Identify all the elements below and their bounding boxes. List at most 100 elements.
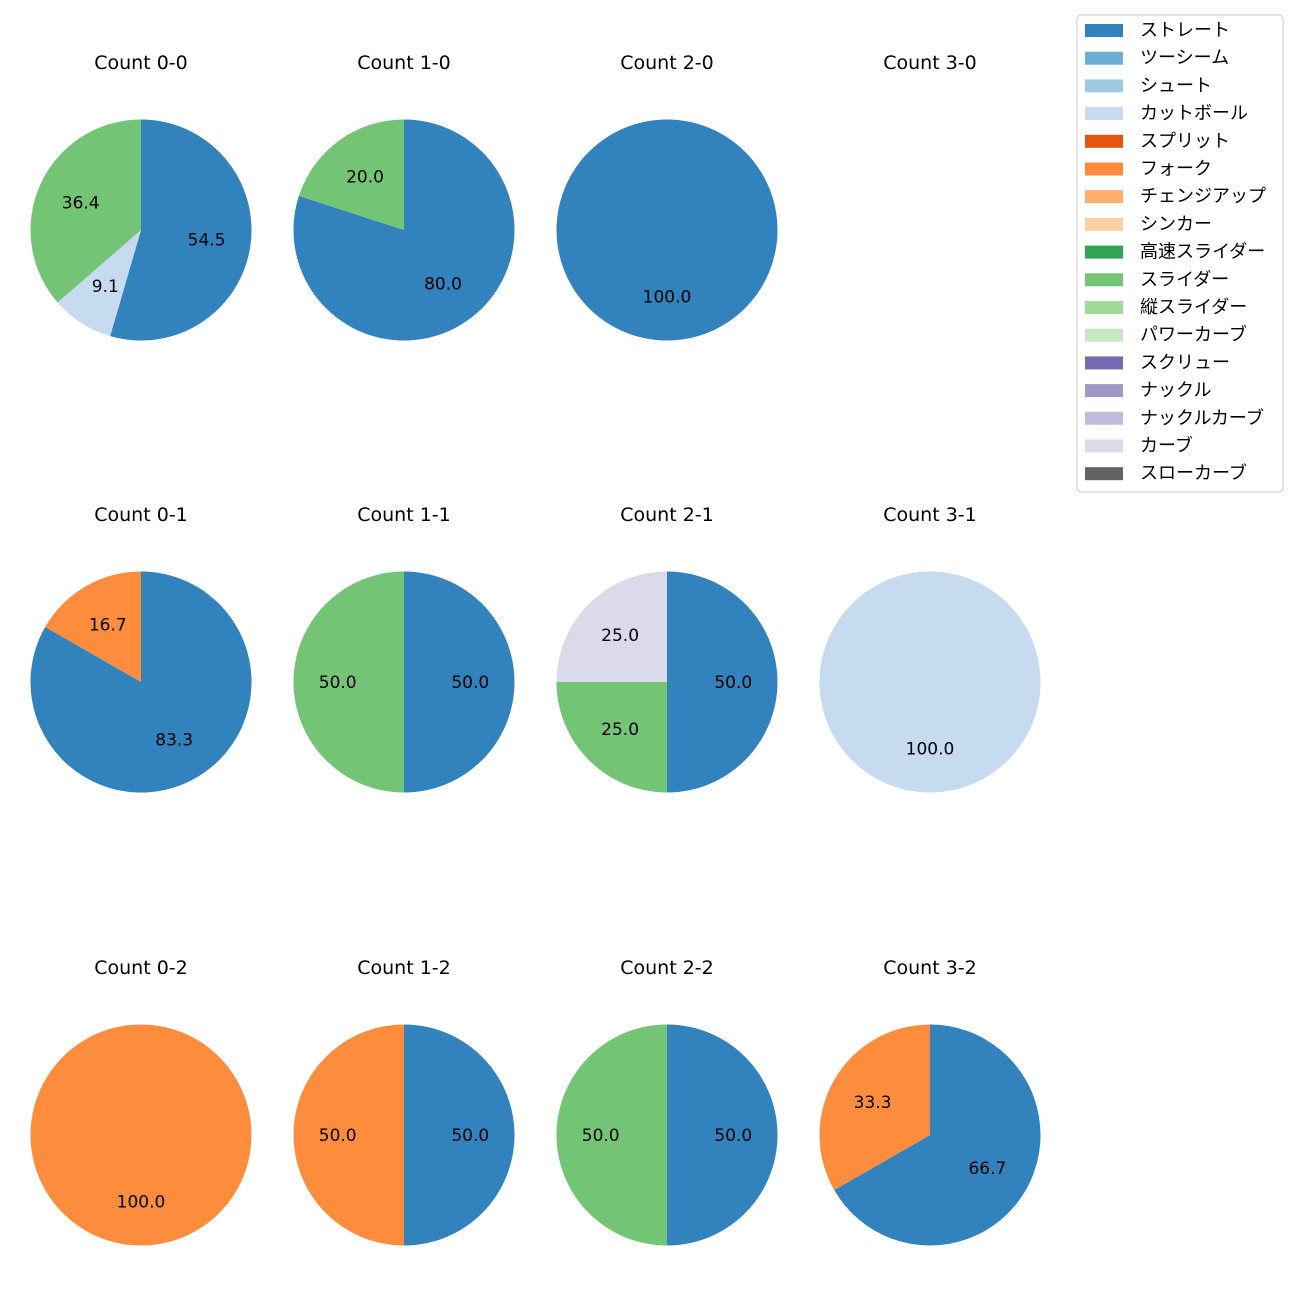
legend-swatch-5 — [1085, 162, 1123, 176]
legend-item-0: ストレート — [1085, 20, 1230, 41]
legend-swatch-7 — [1085, 217, 1123, 231]
count-1-0-slice-0-label: 80.0 — [424, 275, 462, 295]
legend-swatch-12 — [1085, 356, 1123, 370]
count-2-1-slice-0 — [667, 571, 778, 793]
count-0-0-title: Count 0-0 — [94, 52, 188, 74]
count-1-0-slice-1-label: 20.0 — [346, 167, 384, 187]
legend-swatch-2 — [1085, 79, 1123, 93]
legend-label-8: 高速スライダー — [1140, 242, 1265, 263]
legend-item-8: 高速スライダー — [1085, 242, 1265, 263]
count-1-1-slice-1 — [293, 571, 404, 793]
count-2-2-slice-0-label: 50.0 — [714, 1126, 752, 1146]
legend-swatch-10 — [1085, 301, 1123, 314]
legend-label-14: ナックルカーブ — [1140, 407, 1264, 429]
count-2-2-slice-1 — [556, 1024, 667, 1246]
legend-swatch-15 — [1085, 439, 1123, 453]
legend-swatch-3 — [1085, 107, 1123, 121]
count-1-2-slice-1-label: 50.0 — [319, 1126, 357, 1146]
count-3-1-pie: Count 3-1 100.0 — [819, 504, 1041, 793]
count-0-2-slice-0-label: 100.0 — [117, 1192, 166, 1212]
count-2-0-title: Count 2-0 — [620, 52, 714, 74]
count-1-0-slice-1 — [298, 119, 404, 230]
legend-item-16: スローカーブ — [1085, 462, 1247, 484]
count-0-2-pie: Count 0-2 100.0 — [30, 957, 252, 1246]
legend-label-2: シュート — [1140, 75, 1212, 96]
legend-swatch-8 — [1085, 245, 1123, 259]
count-2-2-pie: Count 2-2 50.0 50.0 — [556, 957, 778, 1246]
count-1-0-title: Count 1-0 — [357, 52, 451, 74]
count-1-0-slice-0 — [293, 119, 515, 341]
legend-label-15: カーブ — [1140, 435, 1193, 457]
count-0-1-slice-0 — [30, 571, 252, 793]
legend-label-7: シンカー — [1140, 214, 1212, 235]
legend-label-5: フォーク — [1140, 159, 1212, 180]
count-0-0-slice-2-label: 36.4 — [62, 194, 100, 214]
legend-swatch-9 — [1085, 273, 1123, 287]
legend-item-3: カットボール — [1085, 103, 1248, 124]
count-0-0-slice-1-label: 9.1 — [92, 277, 119, 297]
count-0-0-pie: Count 0-0 54.5 9.1 36.4 — [30, 52, 252, 341]
legend-label-16: スローカーブ — [1140, 462, 1247, 484]
legend-item-11: パワーカーブ — [1085, 324, 1247, 346]
count-1-2-slice-0 — [404, 1024, 515, 1246]
count-2-2-title: Count 2-2 — [620, 957, 714, 979]
legend-item-1: ツーシーム — [1085, 48, 1229, 69]
legend-swatch-11 — [1085, 328, 1123, 342]
legend-item-5: フォーク — [1085, 159, 1212, 180]
legend-swatch-16 — [1085, 467, 1123, 481]
count-0-0-slice-1 — [57, 230, 141, 337]
count-1-1-slice-0-label: 50.0 — [451, 673, 489, 693]
count-1-0-pie: Count 1-0 80.0 20.0 — [293, 52, 515, 341]
count-3-2-slice-0 — [834, 1024, 1041, 1246]
legend-label-9: スライダー — [1140, 269, 1229, 290]
count-3-2-slice-1 — [819, 1024, 930, 1191]
legend-label-0: ストレート — [1140, 20, 1230, 41]
legend-label-6: チェンジアップ — [1140, 186, 1266, 207]
count-3-1-slice-0 — [819, 571, 1041, 793]
legend-label-3: カットボール — [1140, 103, 1248, 124]
count-1-1-slice-0 — [404, 571, 515, 793]
legend-item-12: スクリュー — [1085, 352, 1230, 373]
legend-label-10: 縦スライダー — [1140, 297, 1247, 318]
count-2-2-slice-0 — [667, 1024, 778, 1246]
count-0-1-pie: Count 0-1 83.3 16.7 — [30, 504, 252, 793]
count-3-2-pie: Count 3-2 66.7 33.3 — [819, 957, 1041, 1246]
legend-item-9: スライダー — [1085, 269, 1229, 290]
legend-label-13: ナックル — [1140, 380, 1211, 401]
count-2-1-slice-2-label: 25.0 — [601, 626, 639, 646]
count-2-0-slice-0-label: 100.0 — [643, 287, 692, 307]
legend-swatch-13 — [1085, 384, 1123, 398]
legend-swatch-1 — [1085, 51, 1123, 65]
count-1-2-slice-1 — [293, 1024, 404, 1246]
count-0-0-slice-2 — [30, 119, 141, 303]
count-1-1-pie: Count 1-1 50.0 50.0 — [293, 504, 515, 793]
count-1-2-slice-0-label: 50.0 — [451, 1126, 489, 1146]
legend-item-6: チェンジアップ — [1085, 186, 1266, 207]
count-0-1-title: Count 0-1 — [94, 504, 188, 526]
count-0-0-slice-0-label: 54.5 — [188, 230, 226, 250]
count-2-2-slice-1-label: 50.0 — [582, 1126, 620, 1146]
count-2-1-slice-2 — [556, 571, 667, 682]
count-2-1-title: Count 2-1 — [620, 504, 714, 526]
count-0-0-slice-0 — [110, 119, 252, 341]
count-3-2-slice-1-label: 33.3 — [854, 1093, 892, 1113]
count-2-0-slice-0 — [556, 119, 778, 341]
legend-item-4: スプリット — [1085, 131, 1230, 152]
legend-label-12: スクリュー — [1140, 352, 1230, 373]
count-2-1-slice-1 — [556, 682, 667, 793]
count-1-1-title: Count 1-1 — [357, 504, 451, 526]
legend: ストレートツーシームシュートカットボールスプリットフォークチェンジアップシンカー… — [1076, 14, 1284, 493]
count-0-2-slice-0 — [30, 1024, 252, 1246]
count-2-1-slice-0-label: 50.0 — [714, 673, 752, 693]
legend-label-4: スプリット — [1140, 131, 1230, 152]
count-2-0-pie: Count 2-0 100.0 — [556, 52, 778, 341]
count-3-2-slice-0-label: 66.7 — [968, 1159, 1006, 1179]
count-2-1-pie: Count 2-1 50.0 25.0 25.0 — [556, 504, 778, 793]
count-3-1-title: Count 3-1 — [883, 504, 977, 526]
count-0-2-title: Count 0-2 — [94, 957, 188, 979]
legend-swatch-6 — [1085, 190, 1123, 204]
legend-swatch-0 — [1085, 24, 1123, 37]
count-1-2-pie: Count 1-2 50.0 50.0 — [293, 957, 515, 1246]
legend-label-11: パワーカーブ — [1140, 324, 1247, 346]
